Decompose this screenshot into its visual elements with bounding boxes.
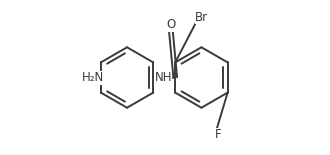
Text: O: O <box>166 18 176 31</box>
Text: NH: NH <box>154 71 172 84</box>
Text: F: F <box>215 128 222 141</box>
Text: Br: Br <box>195 11 208 24</box>
Text: H₂N: H₂N <box>82 71 105 84</box>
